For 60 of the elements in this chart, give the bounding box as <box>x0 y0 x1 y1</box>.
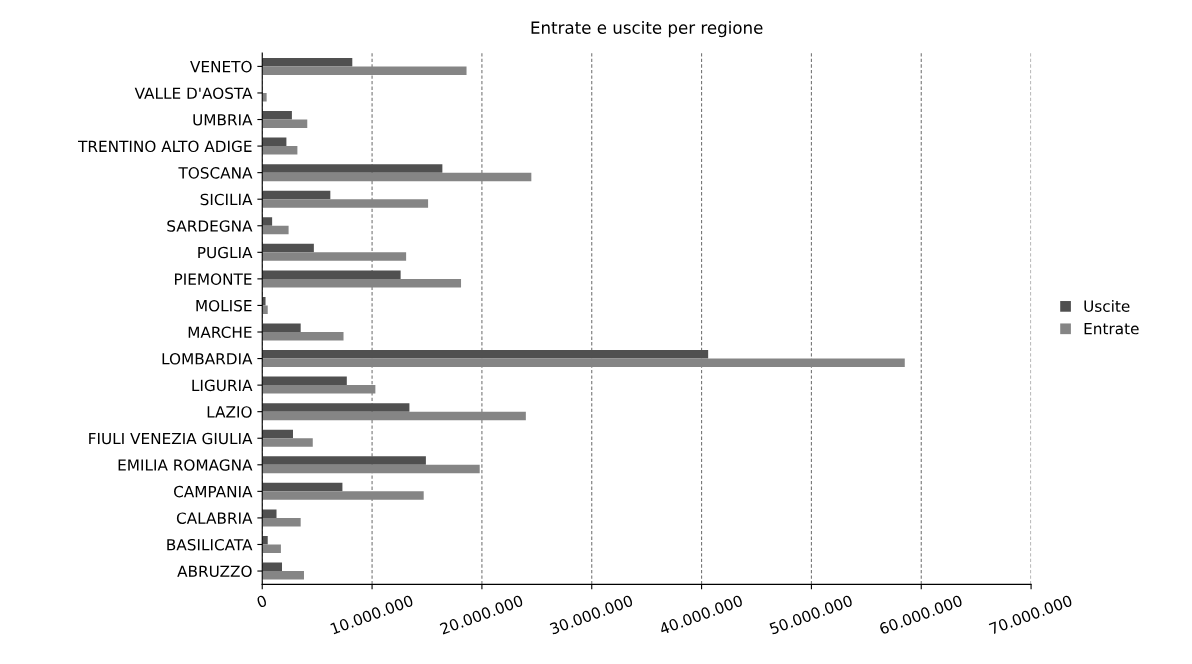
y-tick-label: ABRUZZO <box>177 565 252 578</box>
y-tick-label: PUGLIA <box>198 246 253 259</box>
bar <box>262 217 273 226</box>
bar <box>262 225 289 235</box>
bar <box>262 509 277 518</box>
bar <box>262 571 304 580</box>
bar <box>262 464 480 474</box>
chart-title: Entrate e uscite per regione <box>531 21 763 38</box>
bar <box>262 270 401 279</box>
y-tick-label: TRENTINO ALTO ADIGE <box>78 140 252 153</box>
y-tick-label: BASILICATA <box>167 538 253 551</box>
y-tick-label: CALABRIA <box>176 512 253 524</box>
y-tick-label: VALLE D'AOSTA <box>134 87 253 99</box>
bar <box>262 305 268 314</box>
bar <box>262 482 343 492</box>
y-tick-label: UMBRIA <box>193 114 253 126</box>
bar <box>262 358 905 368</box>
bar <box>262 562 283 572</box>
bar <box>262 252 407 261</box>
bar <box>262 491 424 500</box>
bar <box>262 164 443 173</box>
bar <box>262 376 347 386</box>
bar <box>262 119 308 129</box>
bar <box>262 517 301 527</box>
bar <box>262 350 709 359</box>
bar <box>262 411 526 421</box>
y-tick-label: LIGURIA <box>192 379 253 392</box>
bar <box>262 438 313 447</box>
bar <box>262 66 467 75</box>
x-tick-label: 0 <box>256 594 268 609</box>
y-tick-label: SICILIA <box>200 193 253 206</box>
legend-label: Uscite <box>1084 300 1130 312</box>
y-tick-label: VENETO <box>190 60 252 73</box>
y-tick-label: EMILIA ROMAGNA <box>118 459 253 471</box>
y-tick-label: TOSCANA <box>178 167 253 179</box>
y-tick-label: MARCHE <box>188 326 252 339</box>
bar <box>262 57 353 67</box>
bar <box>262 111 292 120</box>
y-tick-label: FIULI VENEZIA GIULIA <box>89 432 253 445</box>
y-tick-label: LOMBARDIA <box>162 353 253 365</box>
bar <box>262 323 301 332</box>
bar <box>262 243 314 253</box>
bar <box>262 456 426 465</box>
bar <box>262 190 331 200</box>
y-tick-label: LAZIO <box>207 406 252 418</box>
bar <box>262 172 532 182</box>
legend-label: Entrate <box>1084 323 1139 335</box>
y-tick-label: MOLISE <box>196 299 252 312</box>
bar <box>262 199 429 208</box>
bar <box>262 429 293 439</box>
bar <box>262 544 281 553</box>
y-tick-label: PIEMONTE <box>175 273 252 285</box>
bar <box>262 403 410 412</box>
y-tick-label: CAMPANIA <box>174 485 253 498</box>
bar <box>262 146 298 155</box>
y-tick-label: SARDEGNA <box>167 220 253 232</box>
bar <box>262 332 344 341</box>
bar <box>262 137 287 147</box>
bar <box>262 278 462 288</box>
bar <box>262 385 376 394</box>
